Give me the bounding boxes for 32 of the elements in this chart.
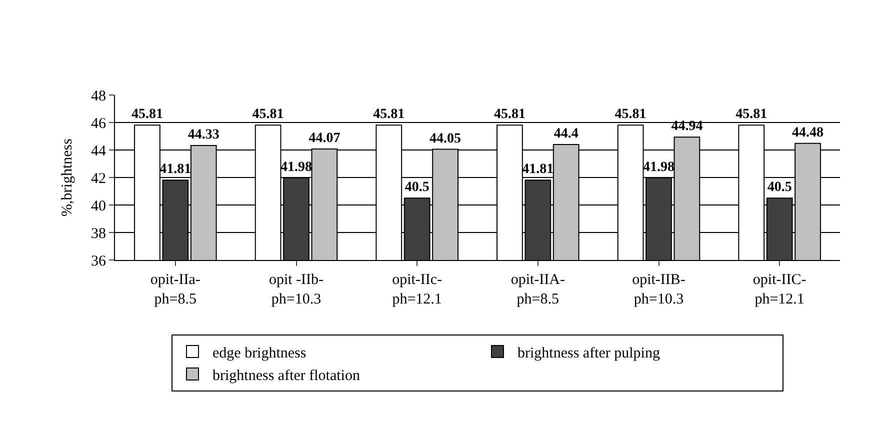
- y-tick-label: 44: [91, 143, 106, 160]
- legend-label: brightness after flotation: [212, 368, 360, 384]
- x-tick-label: opit-IIB- ph=10.3: [632, 272, 686, 308]
- data-label: 44.07: [308, 131, 340, 146]
- x-tick-label: opit-IIc- ph=12.1: [392, 272, 442, 308]
- legend-label: edge brightness: [212, 345, 306, 362]
- x-tick-label: opit -IIb- ph=10.3: [268, 272, 324, 308]
- data-label: 45.81: [494, 107, 526, 122]
- y-tick-label: 40: [91, 198, 106, 214]
- y-tick-label: 42: [91, 170, 106, 187]
- data-label: 41.98: [643, 160, 674, 175]
- x-tick-label: opit-IIC- ph=12.1: [752, 272, 806, 308]
- y-tick-label: 48: [91, 88, 106, 104]
- data-label: 41.98: [280, 160, 312, 175]
- data-label: 40.5: [767, 180, 792, 196]
- data-label: 45.81: [131, 107, 163, 122]
- legend-label: brightness after pulping: [518, 345, 660, 362]
- y-tick-label: 38: [91, 226, 106, 242]
- x-tick-label: opit-IIa- ph=8.5: [150, 272, 200, 308]
- y-tick-label: 46: [91, 116, 106, 132]
- x-tick-label: opit-IIA- ph=8.5: [510, 272, 565, 308]
- data-label: 44.05: [430, 131, 462, 146]
- data-label: 44.4: [554, 126, 578, 142]
- data-label: 45.81: [614, 107, 646, 122]
- data-label: 45.81: [736, 107, 768, 122]
- y-axis-title: %,brightness: [59, 138, 76, 216]
- y-tick-label: 36: [91, 253, 106, 270]
- data-label: 44.33: [188, 127, 220, 142]
- data-label: 45.81: [252, 107, 284, 122]
- data-label: 45.81: [373, 107, 405, 122]
- data-label: 40.5: [404, 180, 430, 196]
- data-label: 44.48: [792, 125, 824, 140]
